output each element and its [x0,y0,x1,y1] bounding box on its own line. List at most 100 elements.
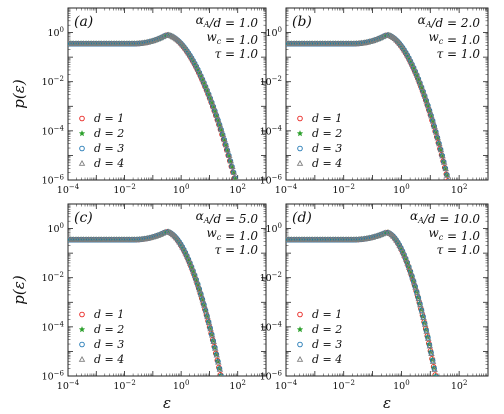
data-point [401,46,408,53]
data-point [421,92,429,99]
data-point [188,263,196,270]
data-point [205,319,213,326]
data-point [402,49,410,56]
data-point [156,231,164,237]
y-tick-label: 10−4 [260,320,283,333]
legend-marker [78,326,86,333]
data-point [191,272,199,279]
data-point [162,32,169,38]
data-point [413,71,421,78]
legend-label: d = 2 [312,323,342,336]
data-point [404,51,411,58]
y-axis-label: p(ε) [10,79,28,109]
data-point [405,264,413,270]
data-point [197,291,205,298]
data-point [210,338,217,345]
param-text: wc = 1.0 [206,30,258,47]
x-tick-label: 102 [451,183,468,196]
param-text: wc = 1.0 [428,30,480,47]
data-point [193,276,200,283]
data-point [194,281,202,288]
data-point [202,307,210,314]
data-point [222,141,230,148]
data-point [412,284,419,290]
legend-label: d = 2 [94,323,124,336]
data-point [224,146,231,153]
data-point [216,365,224,372]
legend-label: d = 1 [312,308,342,321]
data-point [437,146,445,153]
param-text: αA/d = 1.0 [196,13,259,30]
data-point [425,335,432,341]
data-markers [286,31,451,180]
legend-label: d = 4 [94,353,124,366]
data-point [410,64,418,71]
x-tick-label: 10−4 [57,379,80,392]
y-tick-label: 100 [47,26,64,39]
legend: d = 1 d = 2 d = 3 d = 4 [296,308,342,366]
data-point [154,35,161,42]
param-text: wc = 1.0 [206,226,258,243]
x-tick-label: 100 [393,379,410,392]
data-point [201,79,208,86]
data-point [417,301,424,308]
data-point [428,350,435,356]
data-point [433,374,439,376]
y-axis-label: p(ε) [10,275,28,305]
data-point [166,32,174,38]
y-tick-label: 10−4 [42,124,65,137]
legend-marker [78,355,86,362]
data-point [207,94,214,101]
data-point [413,289,421,296]
plot-frame [285,203,489,377]
data-point [381,229,389,236]
legend-label: d = 1 [94,308,124,321]
data-point [432,128,440,135]
x-tick-label: 102 [451,379,468,392]
data-point [227,157,235,164]
data-point [218,373,224,376]
data-point [405,54,413,61]
data-point [381,32,389,38]
legend-marker [79,341,85,348]
data-point [404,259,411,266]
data-point [409,61,416,68]
y-tick-label: 100 [47,222,64,235]
legend-label: d = 3 [94,338,124,351]
data-point [421,320,429,327]
param-text: αA/d = 2.0 [418,13,481,30]
data-point [436,140,443,147]
data-point [208,99,216,105]
data-point [429,117,437,124]
data-point [385,31,392,38]
data-point [221,136,228,143]
panel-label: (a) [74,14,93,30]
data-point [213,351,221,358]
legend-marker [297,341,303,348]
data-point [379,33,386,40]
legend-label: d = 2 [312,127,342,140]
y-tick-label: 10−2 [42,271,64,284]
y-tick-label: 10−6 [42,370,65,383]
x-tick-label: 100 [173,183,190,196]
x-tick-label: 10−2 [113,379,135,392]
data-point [211,344,219,351]
legend-label: d = 4 [312,157,342,170]
data-point [216,121,224,128]
x-tick-label: 10−4 [275,379,298,392]
data-point [420,314,427,321]
x-axis-label: ε [383,394,391,412]
data-point [193,63,200,69]
param-text: τ = 1.0 [215,243,259,257]
plot-frame [67,7,267,181]
data-point [415,295,422,302]
data-point [426,342,434,349]
legend-label: d = 4 [312,353,342,366]
data-point [199,75,207,82]
data-point [197,72,205,79]
data-point [431,123,438,130]
legend-marker [78,159,86,166]
